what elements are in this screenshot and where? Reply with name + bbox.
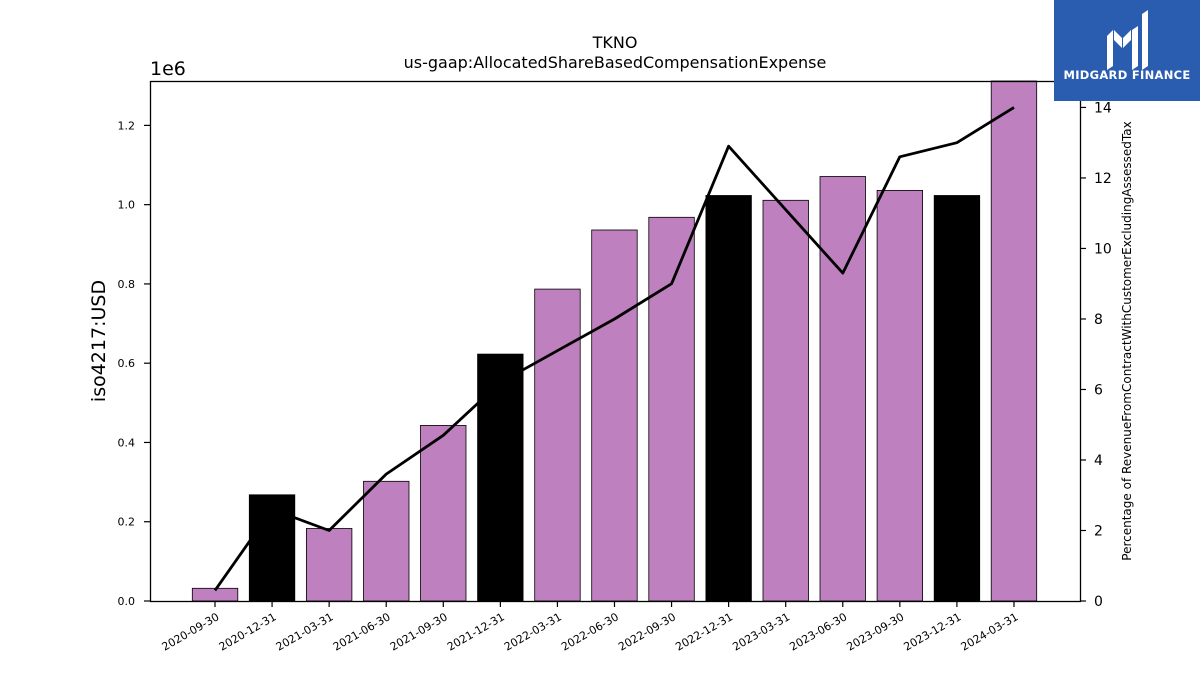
y-tick-label: 0.4 bbox=[118, 436, 136, 449]
bar-2021-06-30 bbox=[363, 480, 410, 602]
y2-tick-label: 14 bbox=[1094, 100, 1112, 116]
logo-text: MIDGARD FINANCE bbox=[1063, 68, 1191, 82]
y2-tick-label: 10 bbox=[1094, 241, 1112, 257]
y-axis-label: iso4217:USD bbox=[88, 280, 110, 402]
x-ticks-group: 2020-09-302020-12-312021-03-312021-06-30… bbox=[160, 601, 1021, 654]
x-tick-label: 2022-03-31 bbox=[502, 610, 564, 653]
x-tick-label: 2023-06-30 bbox=[787, 610, 849, 653]
bar-2021-09-30 bbox=[420, 424, 467, 602]
y2-ticks-group: 0 2 4 6 8 10 12 14 bbox=[1080, 100, 1112, 610]
bar-2022-12-31 bbox=[705, 195, 752, 602]
x-tick-label: 2023-03-31 bbox=[730, 610, 792, 653]
chart-title: TKNO bbox=[592, 33, 638, 52]
y-tick-label: 1.2 bbox=[118, 119, 136, 132]
bar-2022-09-30 bbox=[648, 216, 695, 602]
x-tick-label: 2021-03-31 bbox=[274, 610, 336, 653]
y-offset-label: 1e6 bbox=[150, 58, 186, 80]
bar-2022-06-30 bbox=[591, 229, 638, 602]
y2-axis-label: Percentage of RevenueFromContractWithCus… bbox=[1120, 121, 1134, 560]
x-tick-label: 2021-12-31 bbox=[445, 610, 507, 653]
plot-frame bbox=[149, 80, 1082, 603]
bar-2021-12-31 bbox=[477, 353, 524, 602]
y-ticks-group: 0.0 0.2 0.4 0.6 0.8 1.0 1.2 bbox=[118, 119, 150, 608]
bar-2020-12-31 bbox=[248, 494, 296, 602]
bar-2022-03-31 bbox=[534, 288, 581, 602]
x-tick-label: 2024-03-31 bbox=[959, 610, 1021, 653]
y-tick-label: 1.0 bbox=[118, 199, 136, 212]
line-series bbox=[213, 106, 1015, 592]
x-tick-label: 2021-06-30 bbox=[331, 610, 393, 653]
chart-subtitle: us-gaap:AllocatedShareBasedCompensationE… bbox=[404, 53, 827, 72]
logo-mark-icon bbox=[1107, 10, 1148, 70]
x-tick-label: 2020-12-31 bbox=[217, 610, 279, 653]
bar-2023-03-31 bbox=[762, 199, 809, 602]
y2-tick-label: 4 bbox=[1094, 453, 1103, 469]
bar-2024-03-31 bbox=[990, 80, 1038, 602]
y-tick-label: 0.2 bbox=[118, 516, 136, 529]
y2-tick-label: 0 bbox=[1094, 594, 1103, 610]
y-tick-label: 0.0 bbox=[118, 595, 136, 608]
y2-tick-label: 12 bbox=[1094, 171, 1112, 187]
x-tick-label: 2022-06-30 bbox=[559, 610, 621, 653]
bar-2023-12-31 bbox=[933, 195, 981, 602]
x-tick-label: 2022-09-30 bbox=[616, 610, 678, 653]
y2-tick-label: 8 bbox=[1094, 312, 1103, 328]
bar-2023-09-30 bbox=[876, 189, 923, 602]
y-tick-label: 0.6 bbox=[118, 357, 136, 370]
x-tick-label: 2021-09-30 bbox=[388, 610, 450, 653]
bars-group bbox=[191, 80, 1038, 602]
x-tick-label: 2023-12-31 bbox=[902, 610, 964, 653]
x-tick-label: 2020-09-30 bbox=[160, 610, 222, 653]
x-tick-label: 2022-12-31 bbox=[673, 610, 735, 653]
logo: MIDGARD FINANCE bbox=[1054, 0, 1200, 101]
x-tick-label: 2023-09-30 bbox=[844, 610, 906, 653]
bar-2023-06-30 bbox=[819, 176, 866, 602]
line-group bbox=[213, 106, 1015, 592]
y2-tick-label: 6 bbox=[1094, 382, 1103, 398]
bar-2021-03-31 bbox=[305, 528, 353, 602]
y-tick-label: 0.8 bbox=[118, 278, 136, 291]
y2-tick-label: 2 bbox=[1094, 523, 1103, 539]
